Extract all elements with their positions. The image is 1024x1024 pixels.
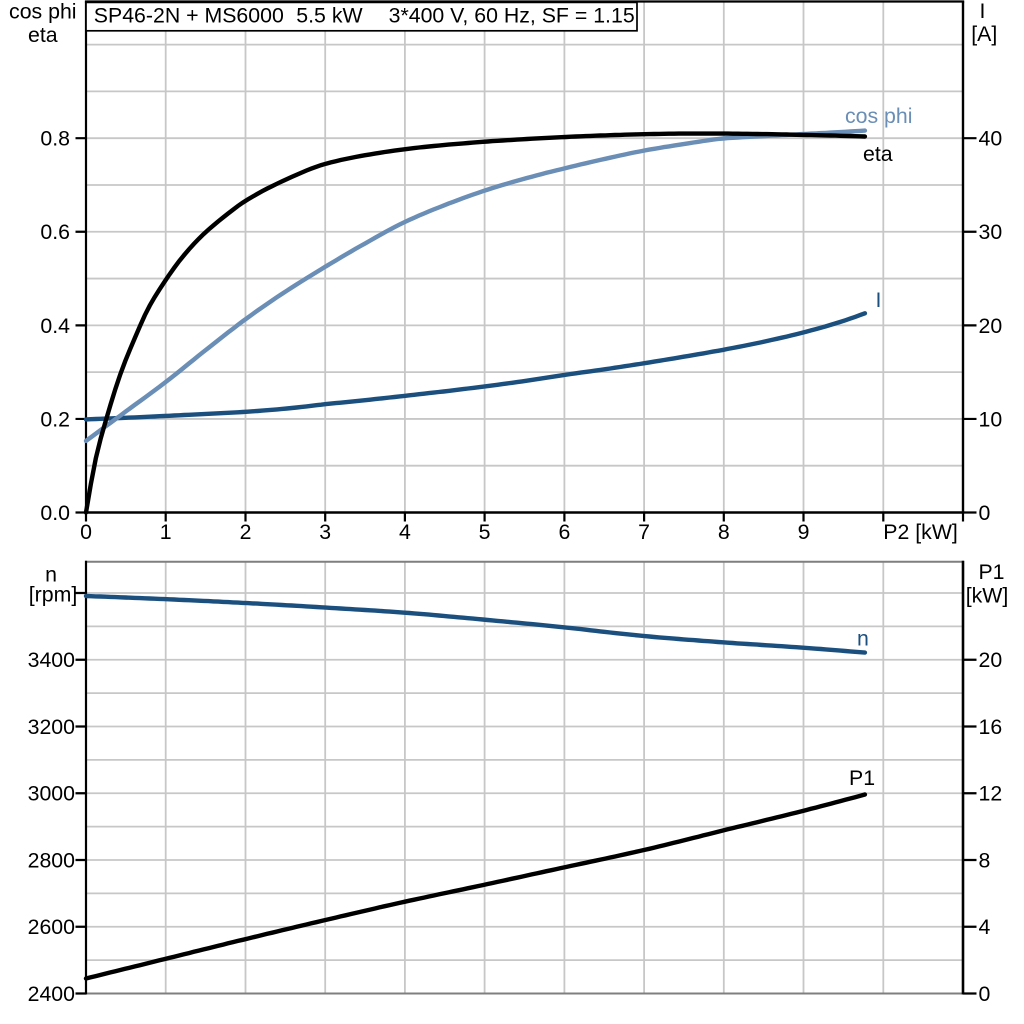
svg-text:2400: 2400 [28,982,76,1006]
svg-text:2: 2 [240,520,252,544]
svg-text:8: 8 [979,848,991,872]
svg-text:[A]: [A] [971,22,997,46]
svg-text:2600: 2600 [28,915,76,939]
svg-text:I: I [876,288,882,312]
svg-text:0: 0 [979,501,991,525]
svg-text:n: n [45,563,57,587]
svg-text:9: 9 [798,520,810,544]
svg-text:6: 6 [558,520,570,544]
svg-text:2800: 2800 [28,848,76,872]
svg-text:eta: eta [28,23,58,47]
svg-text:SP46-2N + MS6000: SP46-2N + MS6000 [94,4,284,28]
svg-text:P1: P1 [849,766,875,790]
svg-text:5.5 kW: 5.5 kW [296,4,363,28]
svg-text:[kW]: [kW] [966,584,1009,608]
svg-text:3*400 V, 60 Hz, SF = 1.15: 3*400 V, 60 Hz, SF = 1.15 [389,4,635,28]
svg-text:7: 7 [638,520,650,544]
svg-text:0.0: 0.0 [40,501,70,525]
svg-text:4: 4 [979,915,991,939]
svg-text:1: 1 [160,520,172,544]
svg-text:16: 16 [979,715,1003,739]
svg-text:n: n [857,627,869,651]
svg-text:eta: eta [863,142,893,166]
svg-text:20: 20 [979,648,1003,672]
svg-text:[rpm]: [rpm] [29,583,78,607]
svg-text:10: 10 [979,407,1003,431]
svg-text:30: 30 [979,220,1003,244]
svg-text:P2 [kW]: P2 [kW] [883,520,958,544]
svg-text:12: 12 [979,782,1003,806]
svg-text:0.8: 0.8 [40,127,70,151]
svg-text:5: 5 [479,520,491,544]
svg-text:cos phi: cos phi [845,104,912,128]
svg-text:I: I [980,0,986,23]
svg-text:0.2: 0.2 [40,407,70,431]
svg-text:3200: 3200 [28,715,76,739]
svg-text:4: 4 [399,520,411,544]
svg-text:3000: 3000 [28,782,76,806]
svg-text:0: 0 [979,982,991,1006]
svg-text:0: 0 [80,520,92,544]
svg-text:0.4: 0.4 [40,314,70,338]
svg-text:0.6: 0.6 [40,220,70,244]
svg-text:3400: 3400 [28,648,76,672]
svg-text:3: 3 [319,520,331,544]
svg-text:P1: P1 [978,560,1004,584]
svg-text:40: 40 [979,127,1003,151]
svg-text:20: 20 [979,314,1003,338]
svg-text:cos phi: cos phi [9,0,76,23]
svg-text:8: 8 [718,520,730,544]
